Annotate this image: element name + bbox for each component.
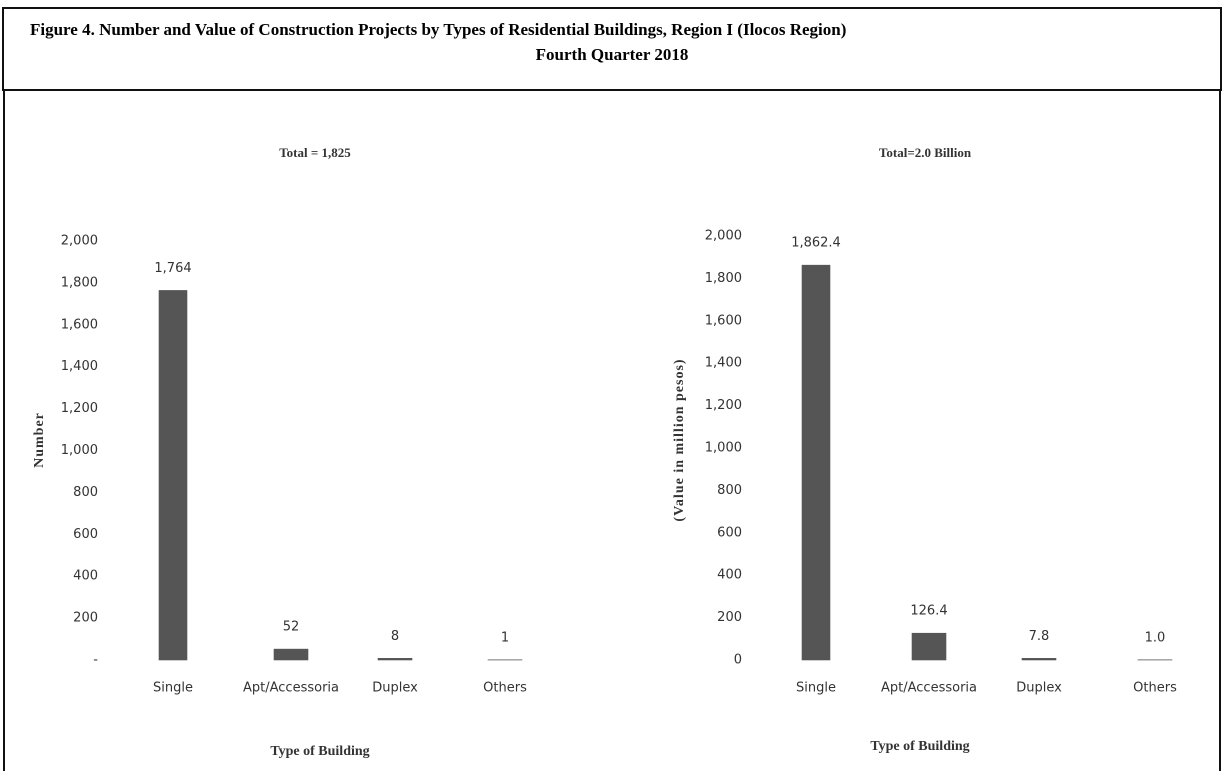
y-tick-label: 2,000	[705, 229, 742, 244]
chart-title: Total = 1,825	[279, 145, 351, 160]
y-tick-label: 800	[717, 483, 742, 498]
y-tick-label: 1,400	[61, 359, 98, 374]
value-label: 7.8	[1029, 629, 1050, 644]
y-tick-label: 1,000	[61, 443, 98, 458]
x-tick-label: Others	[483, 681, 527, 696]
y-tick-label: 600	[717, 525, 742, 540]
x-tick-label: Apt/Accessoria	[881, 681, 977, 696]
y-tick-label: 400	[73, 569, 98, 584]
y-tick-label: 1,000	[705, 441, 742, 456]
y-axis-label: (Value in million pesos)	[672, 358, 687, 521]
y-tick-label: 1,600	[61, 317, 98, 332]
x-tick-label: Single	[796, 681, 836, 696]
y-tick-label: 2,000	[61, 234, 98, 249]
bar	[911, 632, 947, 661]
value-label: 1,862.4	[791, 236, 841, 251]
x-tick-label: Apt/Accessoria	[243, 681, 339, 696]
y-tick-label: 1,200	[705, 398, 742, 413]
value-label: 1.0	[1145, 630, 1166, 645]
y-tick-label: 200	[717, 610, 742, 625]
y-tick-label: 400	[717, 568, 742, 583]
y-tick-label: 600	[73, 527, 98, 542]
value-label: 52	[283, 620, 300, 635]
y-tick-label: 1,200	[61, 401, 98, 416]
y-axis-label: Number	[32, 412, 47, 468]
x-tick-label: Others	[1133, 681, 1177, 696]
bar	[158, 290, 188, 661]
y-tick-label: 1,400	[705, 356, 742, 371]
bar	[273, 648, 309, 661]
value-label: 8	[391, 629, 399, 644]
y-tick-label: 200	[73, 611, 98, 626]
bar	[801, 264, 831, 661]
y-tick-label: 0	[734, 653, 742, 668]
bar	[1021, 658, 1057, 661]
value-label: 1,764	[154, 261, 191, 276]
value-label: 126.4	[910, 604, 947, 619]
value-label: 1	[501, 630, 509, 645]
title-box	[2, 7, 1222, 91]
y-tick-label: 1,800	[705, 271, 742, 286]
x-axis-label: Type of Building	[870, 739, 969, 754]
x-tick-label: Duplex	[372, 681, 418, 696]
y-tick-label: 1,600	[705, 313, 742, 328]
figure-subtitle: Fourth Quarter 2018	[536, 45, 689, 64]
chart-title: Total=2.0 Billion	[879, 145, 972, 160]
x-tick-label: Duplex	[1016, 681, 1062, 696]
x-axis-label: Type of Building	[270, 744, 369, 759]
bar	[377, 658, 413, 661]
figure-title: Figure 4. Number and Value of Constructi…	[30, 20, 846, 39]
y-tick-label: -	[93, 653, 98, 668]
x-tick-label: Single	[153, 681, 193, 696]
y-tick-label: 800	[73, 485, 98, 500]
y-tick-label: 1,800	[61, 275, 98, 290]
